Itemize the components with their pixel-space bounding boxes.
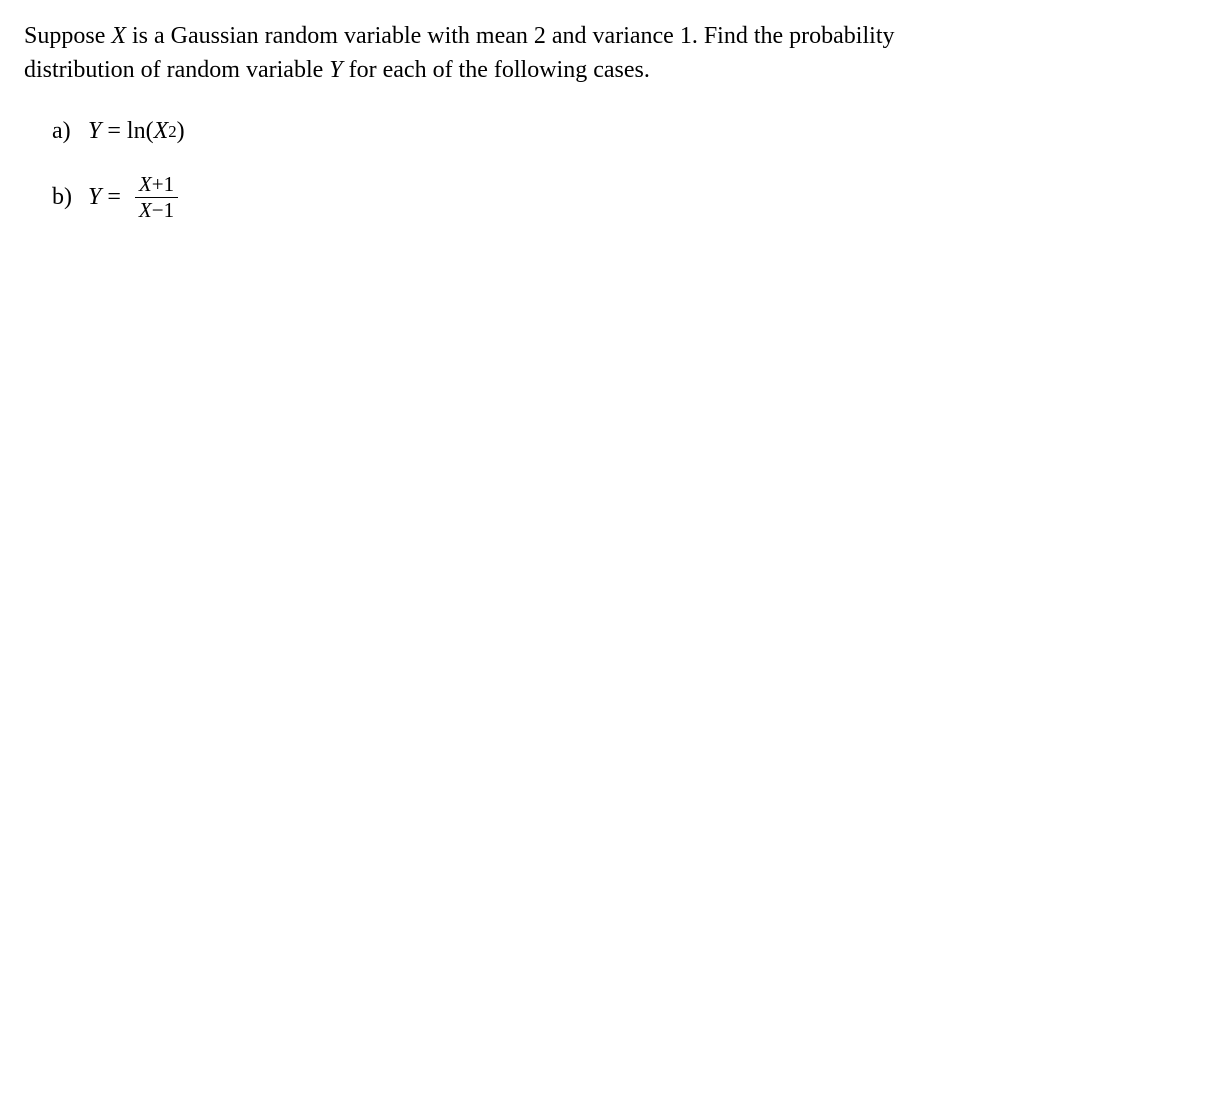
problem-list: a) Y = ln(X2) b) Y = X+1 X−1: [24, 115, 1181, 222]
item-b: b) Y = X+1 X−1: [52, 173, 1181, 222]
function-name: ln(: [127, 115, 154, 149]
den-variable: X: [139, 198, 152, 222]
variance-value: 1: [680, 23, 692, 49]
item-b-equation: Y = X+1 X−1: [88, 173, 178, 222]
arg-variable: X: [154, 115, 169, 149]
text: Suppose: [24, 23, 111, 49]
item-b-label: b): [52, 181, 88, 215]
text: . Find the probability: [692, 23, 895, 49]
close-paren: ): [177, 115, 185, 149]
den-op: −1: [152, 198, 174, 222]
text: for each of the following cases.: [343, 57, 650, 83]
item-a-label: a): [52, 115, 88, 149]
equals: =: [101, 115, 127, 149]
problem-intro: Suppose X is a Gaussian random variable …: [24, 20, 1181, 87]
lhs-variable: Y: [88, 115, 101, 149]
lhs-variable: Y: [88, 181, 101, 215]
numerator: X+1: [135, 173, 178, 197]
variable-x: X: [111, 23, 126, 49]
num-op: +1: [152, 172, 174, 196]
text: distribution of random variable: [24, 57, 329, 83]
intro-line-2: distribution of random variable Y for ea…: [24, 54, 1181, 88]
equals: =: [101, 181, 127, 215]
denominator: X−1: [135, 197, 178, 222]
intro-line-1: Suppose X is a Gaussian random variable …: [24, 20, 1181, 54]
item-a: a) Y = ln(X2): [52, 115, 1181, 149]
text: is a Gaussian random variable with mean: [126, 23, 534, 49]
item-a-equation: Y = ln(X2): [88, 115, 185, 149]
variable-y: Y: [329, 57, 342, 83]
num-variable: X: [139, 172, 152, 196]
fraction: X+1 X−1: [135, 173, 178, 222]
text: and variance: [546, 23, 680, 49]
mean-value: 2: [534, 23, 546, 49]
